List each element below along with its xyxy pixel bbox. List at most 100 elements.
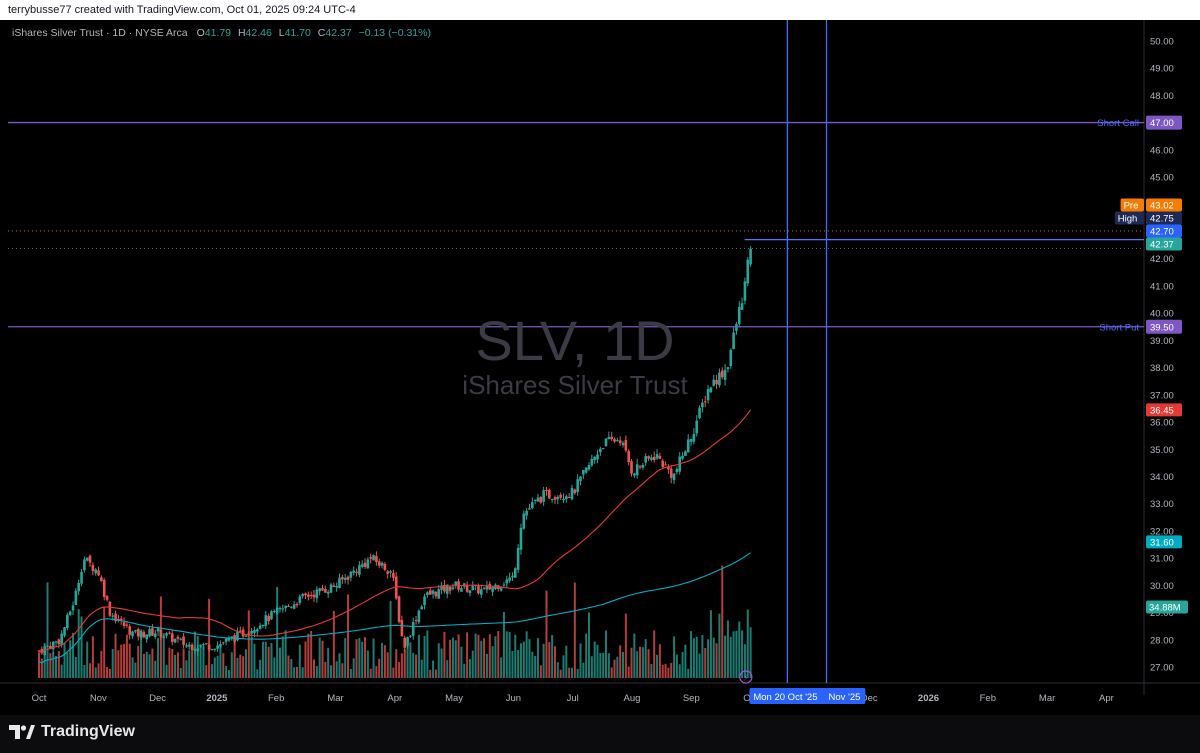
candle[interactable] bbox=[590, 458, 594, 466]
candle[interactable] bbox=[746, 259, 750, 284]
candle[interactable] bbox=[51, 641, 55, 650]
candle[interactable] bbox=[219, 644, 222, 647]
candle[interactable] bbox=[737, 306, 741, 325]
candle[interactable] bbox=[258, 625, 262, 629]
candle[interactable] bbox=[420, 606, 424, 610]
candle[interactable] bbox=[176, 636, 180, 639]
candle[interactable] bbox=[658, 455, 662, 459]
candle[interactable] bbox=[601, 448, 605, 450]
candle[interactable] bbox=[599, 448, 602, 452]
candle[interactable] bbox=[720, 370, 724, 378]
candle[interactable] bbox=[440, 585, 443, 590]
candle[interactable] bbox=[71, 605, 75, 611]
candle[interactable] bbox=[638, 466, 642, 468]
candle[interactable] bbox=[482, 587, 486, 589]
candle[interactable] bbox=[533, 499, 537, 501]
candle[interactable] bbox=[434, 591, 438, 597]
candle[interactable] bbox=[397, 596, 401, 622]
candle[interactable] bbox=[650, 457, 653, 460]
candle[interactable] bbox=[669, 468, 673, 478]
candle[interactable] bbox=[329, 584, 333, 593]
candle[interactable] bbox=[715, 379, 718, 385]
candle[interactable] bbox=[170, 633, 174, 642]
candle[interactable] bbox=[335, 585, 338, 588]
candle[interactable] bbox=[122, 622, 126, 626]
candle[interactable] bbox=[100, 577, 103, 582]
candle[interactable] bbox=[706, 389, 710, 401]
candle[interactable] bbox=[202, 644, 205, 646]
candle[interactable] bbox=[380, 562, 384, 566]
candle[interactable] bbox=[565, 496, 568, 500]
candle[interactable] bbox=[570, 487, 574, 500]
candle[interactable] bbox=[426, 592, 429, 596]
candle[interactable] bbox=[667, 467, 670, 470]
candle[interactable] bbox=[375, 556, 378, 562]
candle[interactable] bbox=[148, 628, 151, 637]
candle[interactable] bbox=[119, 618, 123, 621]
candle[interactable] bbox=[54, 641, 58, 643]
candle[interactable] bbox=[151, 627, 154, 636]
candle[interactable] bbox=[372, 555, 375, 561]
candle[interactable] bbox=[273, 611, 276, 613]
candle[interactable] bbox=[270, 611, 273, 620]
candle[interactable] bbox=[644, 456, 648, 463]
candle[interactable] bbox=[230, 636, 234, 639]
candle[interactable] bbox=[307, 594, 310, 597]
candle[interactable] bbox=[91, 565, 95, 572]
candle[interactable] bbox=[522, 513, 526, 529]
candle[interactable] bbox=[196, 648, 200, 652]
candle[interactable] bbox=[213, 648, 217, 650]
candle[interactable] bbox=[681, 455, 684, 459]
candle[interactable] bbox=[672, 473, 676, 481]
candle[interactable] bbox=[485, 585, 489, 590]
candle[interactable] bbox=[267, 615, 270, 621]
candle[interactable] bbox=[244, 635, 248, 637]
candle[interactable] bbox=[553, 497, 557, 500]
candle[interactable] bbox=[77, 582, 80, 592]
candle[interactable] bbox=[417, 610, 421, 623]
candle[interactable] bbox=[168, 632, 171, 634]
candle[interactable] bbox=[675, 468, 679, 473]
candle[interactable] bbox=[281, 608, 285, 610]
candle[interactable] bbox=[465, 585, 469, 592]
candle[interactable] bbox=[315, 589, 319, 599]
candle[interactable] bbox=[238, 630, 242, 632]
candle[interactable] bbox=[80, 572, 83, 584]
candle[interactable] bbox=[162, 636, 166, 638]
candle[interactable] bbox=[88, 555, 92, 563]
candle[interactable] bbox=[60, 633, 63, 645]
candle[interactable] bbox=[40, 649, 44, 654]
candle[interactable] bbox=[616, 440, 619, 442]
candle[interactable] bbox=[587, 465, 591, 470]
candle[interactable] bbox=[83, 559, 86, 571]
candle[interactable] bbox=[324, 588, 327, 593]
candle[interactable] bbox=[414, 620, 418, 622]
candle[interactable] bbox=[187, 644, 191, 647]
candle[interactable] bbox=[199, 644, 202, 647]
candle[interactable] bbox=[479, 589, 483, 595]
candle[interactable] bbox=[264, 615, 268, 626]
event-icon[interactable] bbox=[739, 670, 753, 684]
candle[interactable] bbox=[278, 608, 282, 610]
candle[interactable] bbox=[740, 303, 744, 310]
candle[interactable] bbox=[511, 575, 514, 578]
candle[interactable] bbox=[173, 638, 177, 643]
candle[interactable] bbox=[695, 420, 699, 434]
candle[interactable] bbox=[221, 642, 225, 644]
candle[interactable] bbox=[284, 605, 287, 608]
candle[interactable] bbox=[377, 561, 381, 566]
candle[interactable] bbox=[411, 622, 415, 636]
candle[interactable] bbox=[661, 460, 665, 468]
candle[interactable] bbox=[712, 379, 716, 386]
candle[interactable] bbox=[236, 631, 239, 641]
candle[interactable] bbox=[57, 639, 61, 645]
candle[interactable] bbox=[539, 496, 543, 503]
candle[interactable] bbox=[443, 584, 446, 592]
candle[interactable] bbox=[406, 637, 409, 646]
candle[interactable] bbox=[567, 497, 571, 499]
candle[interactable] bbox=[641, 464, 645, 468]
candle[interactable] bbox=[684, 451, 687, 457]
candle[interactable] bbox=[633, 473, 636, 476]
candle[interactable] bbox=[652, 456, 656, 461]
candle[interactable] bbox=[227, 637, 231, 641]
